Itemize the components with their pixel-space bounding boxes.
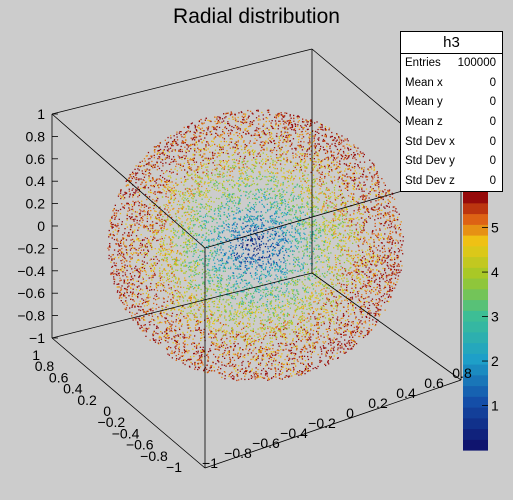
y-tick-label: −0.4 <box>112 425 140 441</box>
z-tick-label: 0.2 <box>26 196 46 212</box>
x-tick-label: 0.2 <box>368 395 388 411</box>
box-edge <box>51 272 313 339</box>
color-scale-bin <box>463 213 488 225</box>
color-scale-bin <box>463 235 488 247</box>
stats-title: h3 <box>401 32 502 54</box>
scatter-cloud <box>107 109 404 382</box>
box-edge <box>311 272 462 381</box>
y-tick-label: 0.6 <box>49 369 69 385</box>
z-tick-label: 0.8 <box>26 128 46 144</box>
y-tick-label: 0.8 <box>35 358 55 374</box>
stats-row: Entries 100000 <box>405 57 496 69</box>
z-tick-label: −1 <box>29 330 45 346</box>
color-scale-bin <box>463 267 488 279</box>
z-tick-label: −0.4 <box>17 263 45 279</box>
color-scale-bin <box>463 428 488 440</box>
x-tick-label: 0.6 <box>424 375 444 391</box>
y-tick-label: 0.4 <box>63 381 83 397</box>
x-tick-label: −0.6 <box>252 435 280 451</box>
axis-ticks: −1−0.8−0.6−0.4−0.200.20.40.60.8110.80.60… <box>17 106 472 475</box>
box-edge <box>51 113 206 249</box>
color-scale: 1 2 3 4 5 <box>463 192 499 451</box>
color-scale-label: 4 <box>491 264 499 280</box>
color-scale-label: 5 <box>491 220 499 236</box>
x-tick-label: 0 <box>346 405 354 421</box>
x-tick-label: −1 <box>202 455 218 471</box>
y-tick-label: −0.8 <box>140 448 168 464</box>
x-tick-label: 0.8 <box>452 365 472 381</box>
z-tick-label: 0 <box>37 218 45 234</box>
color-scale-bin <box>463 407 488 419</box>
x-tick-label: 0.4 <box>396 385 416 401</box>
color-scale-bin <box>463 310 488 322</box>
color-scale-bin <box>463 224 488 236</box>
color-scale-bin <box>463 439 488 451</box>
box-edge <box>51 48 313 115</box>
z-tick-label: 0.4 <box>26 173 46 189</box>
x-tick-label: −0.8 <box>224 445 252 461</box>
x-tick-label: −0.2 <box>308 415 336 431</box>
chart-title: Radial distribution <box>173 5 340 28</box>
color-scale-label: 3 <box>491 309 499 325</box>
color-scale-bin <box>463 192 488 204</box>
color-scale-bin <box>463 245 488 258</box>
x-tick-label: −0.4 <box>280 425 308 441</box>
color-scale-bin <box>463 256 488 268</box>
z-tick-label: 0.6 <box>26 151 46 167</box>
color-scale-bin <box>463 364 488 376</box>
color-scale-bin <box>463 342 488 354</box>
z-tick-label: −0.2 <box>17 240 45 256</box>
color-scale-bin <box>463 278 488 290</box>
y-tick-label: 0.2 <box>77 392 97 408</box>
color-scale-bin <box>463 385 488 397</box>
color-scale-bin <box>463 299 488 311</box>
y-tick-label: −0.2 <box>98 414 126 430</box>
z-tick-label: −0.6 <box>17 285 45 301</box>
color-scale-bin <box>463 321 488 333</box>
color-scale-bin <box>463 353 488 365</box>
color-scale-label: 1 <box>491 398 499 414</box>
y-tick-label: −1 <box>166 459 182 475</box>
box-edge <box>204 379 462 469</box>
y-tick-label: 0 <box>103 403 111 419</box>
color-scale-label: 2 <box>491 353 499 369</box>
color-scale-bin <box>463 374 488 387</box>
box-edge <box>51 337 206 469</box>
y-tick-label: −0.6 <box>126 437 154 453</box>
color-scale-bin <box>463 417 488 430</box>
color-scale-bin <box>463 202 488 215</box>
color-scale-bin <box>463 331 488 344</box>
z-tick-label: −0.8 <box>17 308 45 324</box>
color-scale-bin <box>463 396 488 408</box>
color-scale-bin <box>463 288 488 301</box>
y-tick-label: 1 <box>32 347 40 363</box>
z-tick-label: 1 <box>37 106 45 122</box>
